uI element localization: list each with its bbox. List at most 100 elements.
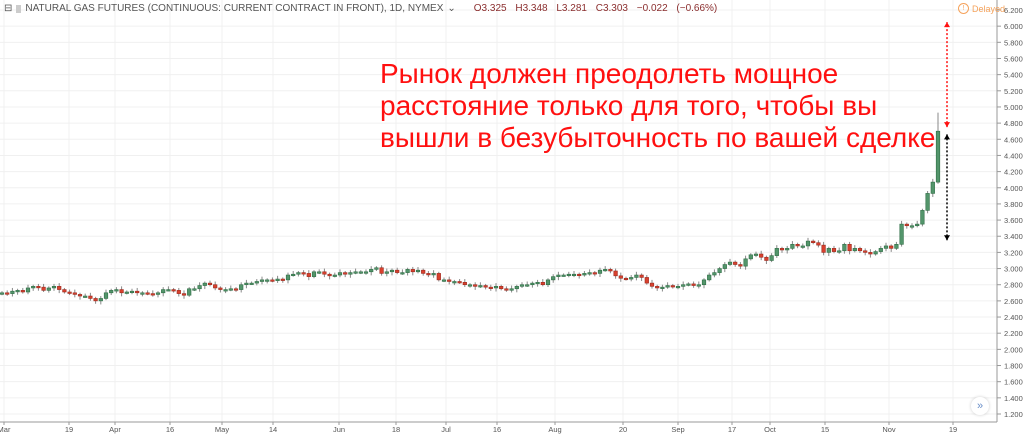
candle-body	[826, 248, 831, 253]
candle-body	[322, 271, 327, 275]
candle-body	[644, 277, 649, 284]
candle-body	[722, 264, 727, 269]
candle-body	[545, 279, 551, 286]
candle-body	[831, 248, 837, 252]
candle-body	[863, 250, 868, 253]
candle-body	[738, 264, 743, 267]
arrow-head-icon	[944, 22, 950, 28]
candle-body	[717, 268, 722, 273]
candle-body	[753, 253, 759, 256]
symbol-title[interactable]: NATURAL GAS FUTURES (CONTINUOUS: CURRENT…	[25, 3, 444, 14]
candle-body	[868, 252, 873, 255]
delayed-badge[interactable]: ! Delayed	[958, 3, 1005, 14]
candle-body	[837, 250, 842, 253]
candle-body	[441, 279, 447, 282]
candle-body	[197, 285, 202, 290]
candle-body	[613, 270, 618, 277]
candle-body	[452, 281, 457, 284]
candle-body	[395, 269, 400, 273]
y-tick-label: 4.800	[1004, 119, 1023, 128]
candle-body	[639, 274, 644, 278]
candle-body	[821, 244, 826, 253]
candle-body	[467, 284, 473, 287]
candle-body	[202, 282, 207, 286]
y-tick-label: 1.600	[1004, 378, 1023, 387]
y-tick-label: 2.800	[1004, 281, 1023, 290]
candle-body	[649, 282, 655, 287]
candle-body	[566, 273, 571, 277]
candle-body	[77, 294, 83, 297]
symbol-color-icon	[16, 4, 22, 13]
candle-body	[623, 277, 629, 281]
x-tick-label: 18	[392, 425, 400, 434]
candle-body	[285, 274, 291, 281]
candle-body	[603, 269, 608, 272]
candle-body	[842, 244, 847, 252]
x-tick-label: Aug	[548, 425, 561, 434]
candle-body	[935, 130, 941, 183]
candle-body	[358, 271, 363, 274]
x-tick-label: 15	[821, 425, 829, 434]
candle-body	[218, 287, 223, 290]
candle-body	[119, 289, 124, 294]
candle-body	[670, 285, 675, 288]
candle-body	[374, 267, 379, 270]
candle-body	[426, 273, 431, 276]
x-tick-label: Mar	[0, 425, 11, 434]
y-tick-label: 2.400	[1004, 313, 1023, 322]
candle-body	[51, 286, 57, 289]
scroll-to-realtime-button[interactable]: »	[971, 397, 989, 415]
candle-body	[83, 295, 88, 298]
candle-body	[161, 289, 166, 294]
x-tick-label: Apr	[109, 425, 121, 434]
candle-body	[57, 286, 62, 290]
candle-body	[431, 273, 436, 276]
arrow-head-icon	[944, 235, 950, 241]
candle-body	[46, 287, 51, 291]
candle-body	[343, 272, 348, 275]
candle-body	[457, 281, 462, 284]
candle-body	[785, 248, 790, 251]
candle-body	[779, 248, 785, 251]
candle-body	[447, 279, 452, 282]
candle-body	[920, 210, 925, 225]
x-tick-label: 17	[728, 425, 736, 434]
candle-body	[493, 286, 499, 289]
x-tick-label: May	[215, 425, 229, 434]
candle-body	[410, 269, 415, 273]
candle-body	[155, 292, 161, 295]
candle-body	[597, 269, 603, 274]
candle-body	[764, 256, 769, 261]
y-tick-label: 1.400	[1004, 394, 1023, 403]
ohlc-readout: O3.325 H3.348 L3.281 C3.303 −0.022 (−0.6…	[473, 3, 718, 14]
candle-body	[31, 286, 36, 289]
candle-body	[525, 284, 530, 287]
y-tick-label: 3.400	[1004, 232, 1023, 241]
y-tick-label: 5.000	[1004, 103, 1023, 112]
candle-body	[400, 272, 405, 275]
y-tick-label: 4.400	[1004, 151, 1023, 160]
collapse-square-icon[interactable]: ⊟	[4, 3, 13, 14]
candle-body	[124, 291, 129, 294]
candle-body	[36, 286, 41, 289]
y-tick-label: 2.600	[1004, 297, 1023, 306]
candle-body	[800, 245, 805, 248]
info-icon: !	[958, 3, 969, 14]
candle-body	[233, 288, 239, 291]
candle-body	[748, 254, 753, 260]
candle-body	[904, 223, 909, 227]
candle-body	[5, 292, 10, 295]
candle-body	[925, 193, 930, 211]
y-tick-label: 4.000	[1004, 184, 1023, 193]
candle-body	[795, 244, 800, 247]
candle-body	[514, 286, 519, 290]
y-tick-label: 4.200	[1004, 168, 1023, 177]
candle-body	[265, 279, 270, 282]
x-tick-label: Sep	[671, 425, 684, 434]
candle-body	[62, 289, 67, 293]
candle-body	[727, 261, 733, 265]
candle-body	[129, 290, 135, 293]
chevron-down-icon[interactable]: ⌄	[447, 3, 456, 14]
candle-body	[249, 282, 254, 285]
